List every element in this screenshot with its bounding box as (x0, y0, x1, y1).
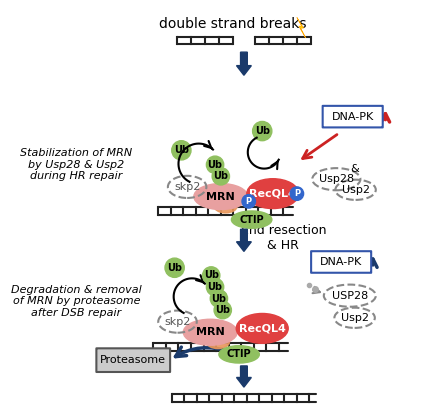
Text: End resection
& HR: End resection & HR (241, 224, 326, 252)
Text: Usp2: Usp2 (341, 185, 370, 195)
Ellipse shape (231, 211, 272, 228)
Text: Ub: Ub (255, 126, 270, 136)
Circle shape (214, 302, 231, 319)
Text: Ub: Ub (208, 282, 222, 292)
FancyBboxPatch shape (311, 251, 371, 273)
Text: CTIP: CTIP (239, 215, 264, 225)
Circle shape (212, 168, 230, 185)
Polygon shape (297, 18, 306, 38)
Circle shape (210, 290, 227, 307)
FancyBboxPatch shape (323, 106, 383, 127)
Text: Stabilization of MRN
by Usp28 & Usp2
during HR repair: Stabilization of MRN by Usp28 & Usp2 dur… (20, 148, 133, 181)
Text: P: P (294, 189, 300, 198)
Text: P: P (246, 197, 252, 206)
Circle shape (290, 187, 303, 200)
Circle shape (242, 194, 255, 208)
Text: MRN: MRN (196, 327, 225, 337)
Text: skp2: skp2 (174, 182, 200, 192)
Ellipse shape (214, 200, 237, 213)
Text: Ub: Ub (174, 145, 189, 155)
Text: Proteasome: Proteasome (100, 355, 166, 365)
Text: Degradation & removal
of MRN by proteasome
after DSB repair: Degradation & removal of MRN by proteaso… (11, 285, 142, 318)
Text: skp2: skp2 (164, 317, 191, 327)
Circle shape (203, 267, 220, 284)
FancyArrow shape (236, 229, 252, 252)
Ellipse shape (194, 184, 248, 210)
Text: Ub: Ub (204, 270, 219, 281)
Circle shape (206, 156, 224, 173)
Ellipse shape (247, 179, 299, 209)
Circle shape (165, 258, 184, 277)
Ellipse shape (219, 346, 260, 363)
Text: Usp2: Usp2 (341, 313, 369, 323)
Text: MRN: MRN (206, 192, 235, 202)
Ellipse shape (236, 313, 288, 343)
Text: double strand breaks: double strand breaks (159, 17, 306, 31)
Text: USP28: USP28 (332, 291, 368, 301)
Circle shape (172, 141, 191, 160)
Text: CTIP: CTIP (227, 349, 252, 360)
Text: Usp28: Usp28 (319, 174, 354, 184)
Text: RecQL4: RecQL4 (239, 323, 286, 333)
Text: Ub: Ub (167, 263, 182, 273)
Text: Ub: Ub (214, 171, 228, 181)
Text: Ub: Ub (211, 294, 227, 304)
Circle shape (253, 121, 272, 141)
Circle shape (206, 278, 224, 296)
FancyArrow shape (236, 366, 252, 387)
Text: DNA-PK: DNA-PK (332, 112, 374, 122)
Text: RecQL4: RecQL4 (249, 189, 296, 199)
Ellipse shape (206, 335, 230, 349)
Ellipse shape (183, 319, 237, 345)
Text: &: & (350, 164, 359, 173)
FancyArrow shape (236, 52, 252, 75)
Text: DNA-PK: DNA-PK (320, 257, 362, 267)
Text: Ub: Ub (215, 305, 230, 315)
Text: Ub: Ub (208, 160, 222, 170)
FancyBboxPatch shape (96, 348, 170, 372)
